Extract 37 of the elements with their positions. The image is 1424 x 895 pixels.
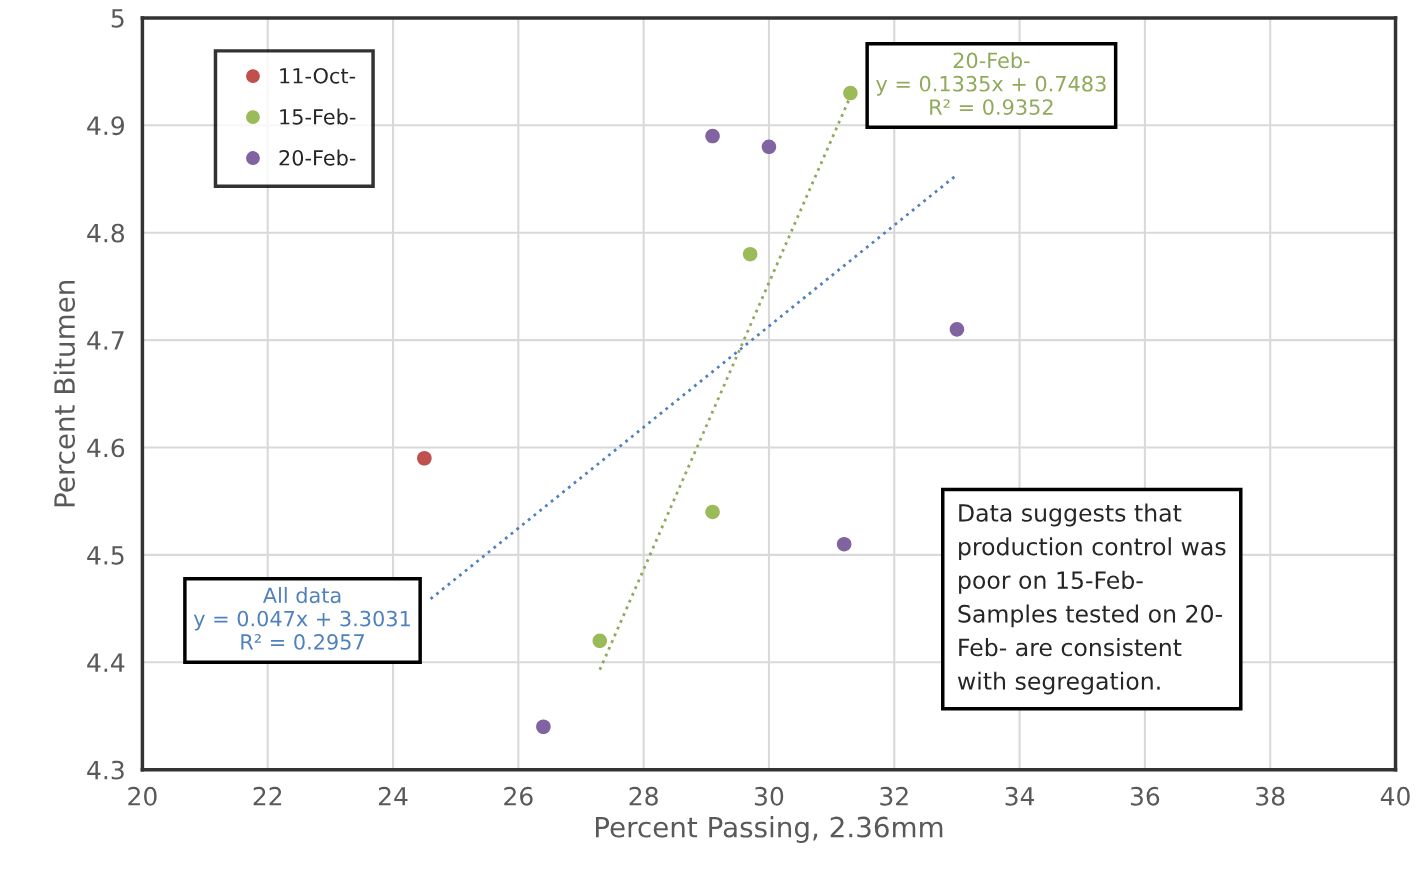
x-tick-label: 22 — [253, 786, 282, 806]
y-tick-label: 4.8 — [87, 223, 125, 243]
y-tick-label: 4.9 — [87, 116, 124, 136]
x-tick-label: 32 — [880, 786, 908, 806]
point — [536, 719, 551, 735]
x-tick-label: 34 — [1005, 786, 1035, 806]
point — [836, 536, 852, 552]
annotation: Data suggests that production control was poor on 15-Feb- Samples tested on 20- Feb- are consistent with segregation. — [957, 503, 1226, 695]
x-tick-label: 38 — [1256, 786, 1285, 806]
y-tick-label: 5 — [111, 9, 124, 28]
point — [592, 633, 608, 649]
point — [843, 85, 858, 101]
x-tick-label: 20 — [128, 786, 157, 806]
y-tick-label: 4.7 — [87, 331, 124, 350]
y-tick-label: 4.5 — [87, 546, 124, 565]
point — [417, 450, 432, 466]
y-tick-label: 4.3 — [87, 760, 124, 780]
y-tick-label: 4.4 — [87, 653, 125, 672]
x-tick-label: 36 — [1130, 786, 1160, 806]
point — [705, 128, 720, 144]
point — [742, 246, 758, 262]
x-axis-title: Percent Passing, 2.36mm — [596, 816, 943, 843]
y-axis-title: Percent Bitumen — [53, 280, 76, 507]
legend-label: 20-Feb- — [279, 149, 356, 166]
y-tick-label: 4.6 — [87, 438, 125, 458]
x-tick-label: 40 — [1380, 786, 1410, 806]
x-tick-label: 30 — [754, 786, 784, 806]
point — [705, 504, 720, 520]
x-tick-label: 24 — [378, 786, 408, 806]
x-tick-label: 26 — [504, 786, 533, 806]
point — [761, 139, 777, 155]
legend-label: 11-Oct- — [280, 67, 356, 84]
legend-label: 15-Feb- — [280, 108, 356, 125]
x-tick-label: 28 — [629, 786, 658, 806]
series-label: 20-Feb- y = 0.1335x + 0.7483 R² = 0.9352 — [876, 52, 1106, 115]
series-label: All data y = 0.047x + 3.3031 R² = 0.2957 — [193, 587, 410, 650]
point — [949, 322, 965, 337]
